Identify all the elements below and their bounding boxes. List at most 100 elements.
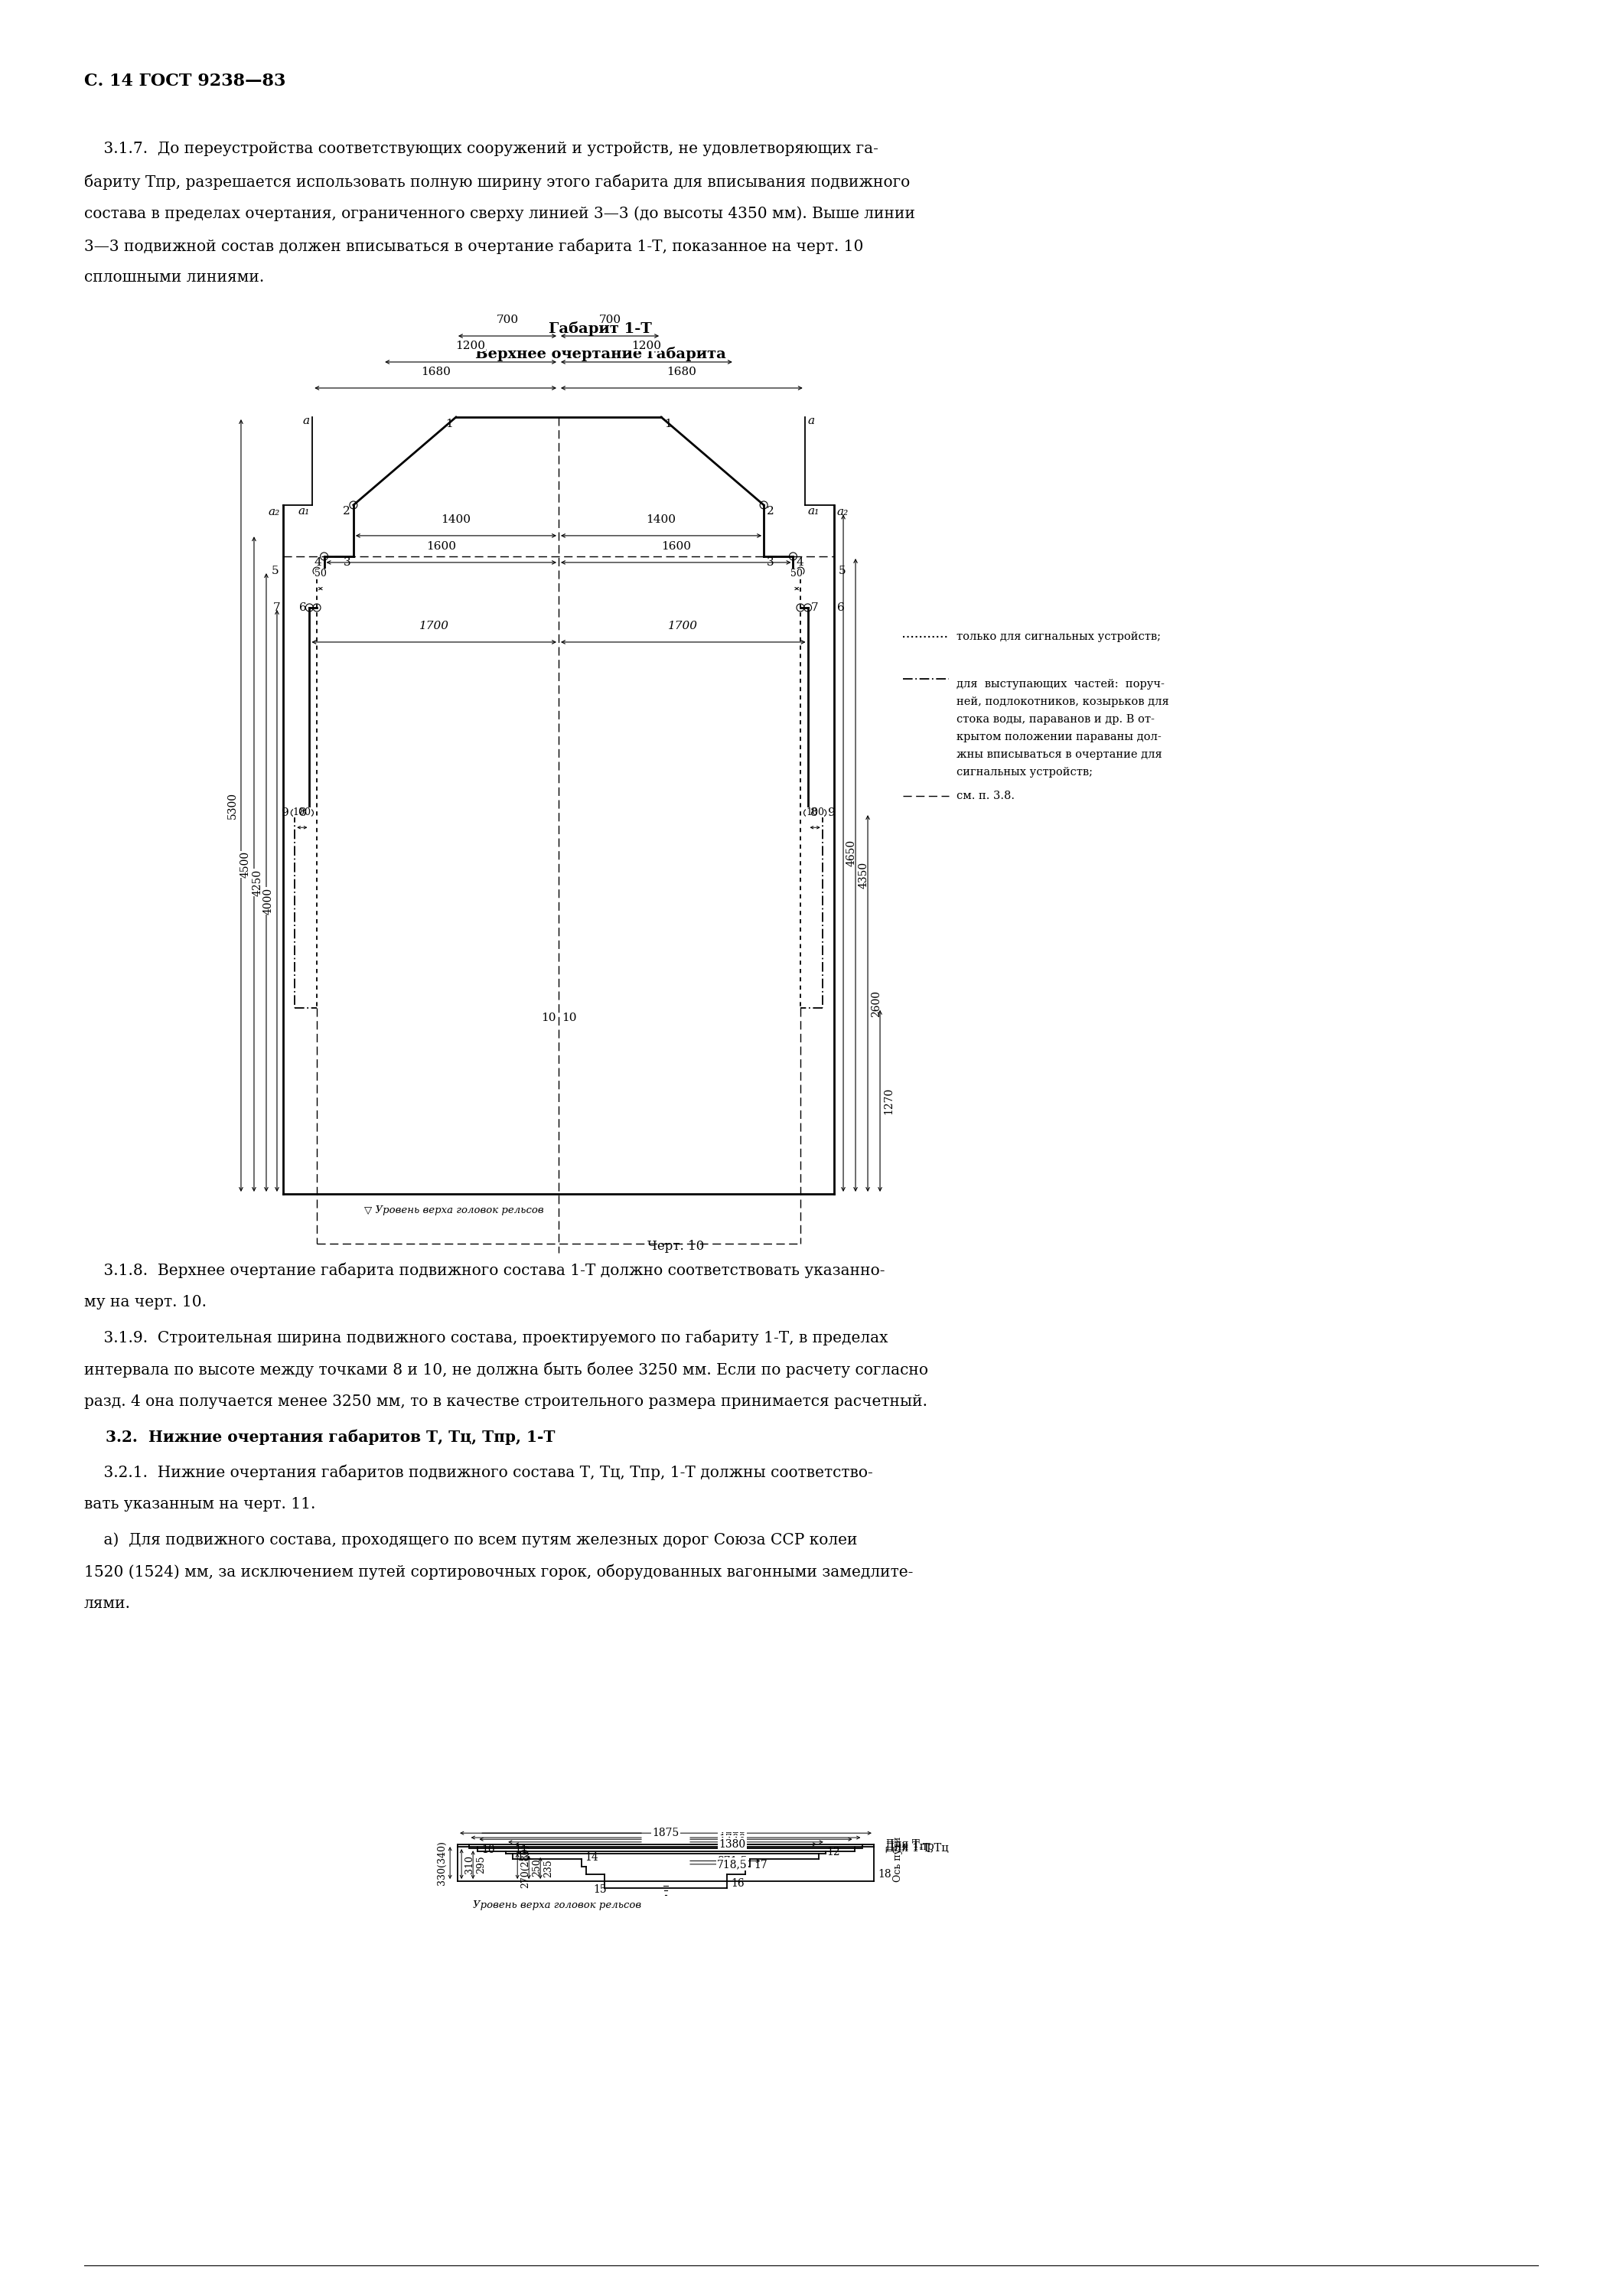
Text: 871,5: 871,5: [717, 1855, 748, 1867]
Text: 9: 9: [828, 808, 836, 817]
Text: сплошными линиями.: сплошными линиями.: [84, 271, 265, 285]
Text: 3.1.9.  Строительная ширина подвижного состава, проектируемого по габариту 1-Т, : 3.1.9. Строительная ширина подвижного со…: [84, 1329, 888, 1345]
Text: 4350: 4350: [859, 861, 870, 889]
Text: 1270: 1270: [883, 1088, 894, 1114]
Text: 8: 8: [810, 808, 818, 817]
Text: 3.2.1.  Нижние очертания габаритов подвижного состава Т, Тц, Тпр, 1-Т должны соо: 3.2.1. Нижние очертания габаритов подвиж…: [84, 1465, 873, 1481]
Text: 1700: 1700: [719, 1835, 747, 1844]
Text: 50: 50: [315, 569, 326, 579]
Text: Для 1-Т,Тц: Для 1-Т,Тц: [885, 1844, 948, 1853]
Text: 17: 17: [753, 1860, 768, 1871]
Text: Ось пути: Ось пути: [893, 1837, 902, 1883]
Text: 1875: 1875: [652, 1828, 678, 1839]
Text: 16: 16: [730, 1878, 745, 1890]
Text: 3: 3: [766, 558, 774, 567]
Text: 2600: 2600: [872, 990, 881, 1017]
Text: разд. 4 она получается менее 3250 мм, то в качестве строительного размера приним: разд. 4 она получается менее 3250 мм, то…: [84, 1394, 927, 1410]
Text: 1200: 1200: [456, 340, 485, 351]
Text: 1520 (1524) мм, за исключением путей сортировочных горок, оборудованных вагонным: 1520 (1524) мм, за исключением путей сор…: [84, 1564, 914, 1580]
Text: 1775: 1775: [719, 1832, 747, 1844]
Text: a: a: [302, 416, 310, 427]
Text: 3—3 подвижной состав должен вписываться в очертание габарита 1-Т, показанное на : 3—3 подвижной состав должен вписываться …: [84, 239, 863, 255]
Text: 1680: 1680: [420, 367, 450, 377]
Text: 1440: 1440: [719, 1837, 747, 1848]
Text: 6: 6: [837, 602, 844, 613]
Text: 13: 13: [516, 1853, 531, 1862]
Text: только для сигнальных устройств;: только для сигнальных устройств;: [956, 631, 1160, 643]
Text: 5: 5: [271, 565, 279, 576]
Text: 1700: 1700: [419, 620, 450, 631]
Text: лями.: лями.: [84, 1596, 131, 1612]
Text: 50: 50: [790, 569, 803, 579]
Text: 10: 10: [482, 1844, 495, 1855]
Text: для  выступающих  частей:  поруч-: для выступающих частей: поруч-: [956, 680, 1165, 689]
Text: Для Тпр: Для Тпр: [885, 1841, 933, 1853]
Text: 1400: 1400: [646, 514, 677, 526]
Text: ней, подлокотников, козырьков для: ней, подлокотников, козырьков для: [956, 696, 1169, 707]
Text: Уровень верха головок рельсов: Уровень верха головок рельсов: [472, 1901, 641, 1910]
Text: Габарит 1-Т: Габарит 1-Т: [549, 321, 652, 335]
Text: ▽ Уровень верха головок рельсов: ▽ Уровень верха головок рельсов: [365, 1205, 544, 1215]
Text: 10: 10: [540, 1013, 555, 1024]
Text: 3.1.7.  До переустройства соответствующих сооружений и устройств, не удовлетворя: 3.1.7. До переустройства соответствующих…: [84, 142, 878, 156]
Text: 8: 8: [299, 808, 307, 817]
Text: Черт. 10: Черт. 10: [648, 1240, 704, 1254]
Text: a₂: a₂: [837, 507, 849, 517]
Text: 7: 7: [273, 602, 281, 613]
Text: состава в пределах очертания, ограниченного сверху линией 3—3 (до высоты 4350 мм: состава в пределах очертания, ограниченн…: [84, 207, 915, 220]
Text: 2: 2: [766, 505, 774, 517]
Text: крытом положении параваны дол-: крытом положении параваны дол-: [956, 732, 1162, 742]
Text: 4650: 4650: [846, 840, 857, 866]
Text: 12: 12: [826, 1846, 841, 1857]
Text: 270(280): 270(280): [521, 1844, 531, 1887]
Text: 1: 1: [446, 418, 453, 429]
Text: 1600: 1600: [427, 542, 456, 551]
Text: 3: 3: [342, 558, 351, 567]
Text: Верхнее очертание габарита: Верхнее очертание габарита: [476, 347, 725, 360]
Text: 3.2.  Нижние очертания габаритов Т, Тц, Тпр, 1-Т: 3.2. Нижние очертания габаритов Т, Тц, Т…: [84, 1430, 555, 1446]
Text: 4500: 4500: [240, 852, 252, 877]
Text: 18: 18: [878, 1869, 891, 1880]
Text: a₂: a₂: [268, 507, 281, 517]
Text: 100: 100: [294, 808, 312, 817]
Text: 700: 700: [599, 315, 622, 326]
Text: а)  Для подвижного состава, проходящего по всем путям железных дорог Союза ССР к: а) Для подвижного состава, проходящего п…: [84, 1531, 857, 1548]
Text: 4250: 4250: [253, 868, 263, 895]
Text: 5300: 5300: [227, 792, 239, 820]
Text: 4000: 4000: [263, 886, 274, 914]
Text: 4: 4: [795, 558, 803, 567]
Text: 1680: 1680: [667, 367, 696, 377]
Text: вать указанным на черт. 11.: вать указанным на черт. 11.: [84, 1497, 315, 1511]
Text: 295: 295: [476, 1855, 485, 1874]
Text: 1: 1: [664, 418, 672, 429]
Text: 1380: 1380: [719, 1839, 745, 1851]
Text: 700: 700: [497, 315, 518, 326]
Text: му на черт. 10.: му на черт. 10.: [84, 1295, 206, 1309]
Text: a: a: [808, 416, 815, 427]
Text: 1700: 1700: [669, 620, 698, 631]
Text: стока воды, параванов и др. В от-: стока воды, параванов и др. В от-: [956, 714, 1154, 726]
Text: 235: 235: [544, 1860, 553, 1878]
Text: 4: 4: [313, 558, 321, 567]
Text: 11: 11: [514, 1844, 527, 1855]
Text: Для Т: Для Т: [885, 1839, 920, 1851]
Text: сигнальных устройств;: сигнальных устройств;: [956, 767, 1092, 778]
Text: a₁: a₁: [297, 505, 310, 517]
Text: 1600: 1600: [661, 542, 691, 551]
Text: 330(340): 330(340): [437, 1841, 446, 1885]
Text: 100: 100: [807, 808, 824, 817]
Text: 9: 9: [281, 808, 289, 817]
Text: 2: 2: [342, 505, 351, 517]
Text: a₁: a₁: [808, 505, 820, 517]
Text: см. п. 3.8.: см. п. 3.8.: [956, 790, 1014, 801]
Text: 6: 6: [299, 602, 307, 613]
Text: 310: 310: [464, 1855, 474, 1874]
Text: 1200: 1200: [631, 340, 662, 351]
Text: 14: 14: [586, 1853, 599, 1862]
Text: жны вписываться в очертание для: жны вписываться в очертание для: [956, 748, 1162, 760]
Text: 5: 5: [839, 565, 846, 576]
Text: С. 14 ГОСТ 9238—83: С. 14 ГОСТ 9238—83: [84, 73, 286, 90]
Text: интервала по высоте между точками 8 и 10, не должна быть более 3250 мм. Если по : интервала по высоте между точками 8 и 10…: [84, 1362, 928, 1378]
Text: 1400: 1400: [441, 514, 471, 526]
Text: 250: 250: [532, 1857, 542, 1876]
